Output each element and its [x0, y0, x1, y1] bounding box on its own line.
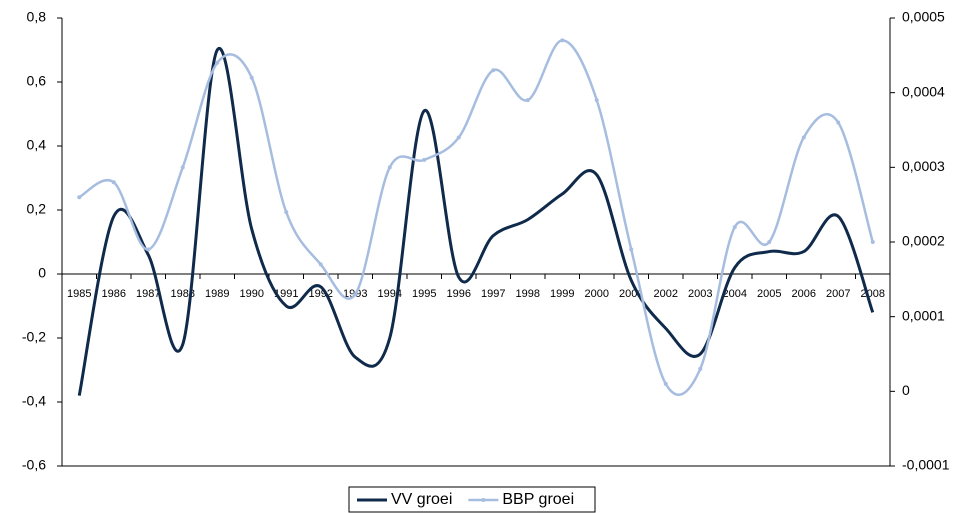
y-tick-label: 0,6 [27, 73, 47, 89]
x-tick-label: 1998 [516, 288, 540, 300]
x-tick-label: 2002 [654, 288, 678, 300]
x-tick-label: 2006 [792, 288, 816, 300]
x-tick-label: 2003 [688, 288, 712, 300]
point [525, 98, 530, 103]
series-line [77, 46, 875, 396]
x-tick-label: 2004 [723, 288, 747, 300]
point [732, 225, 737, 230]
y-tick-label: 0 [38, 265, 46, 281]
legend-label: BBP groei [502, 491, 574, 508]
point [870, 240, 875, 244]
x-tick-label: 1985 [67, 288, 91, 300]
y2-tick-label: 0 [902, 382, 910, 398]
point [180, 165, 185, 170]
x-tick-label: 1996 [447, 288, 471, 300]
point [111, 180, 116, 185]
point [318, 262, 323, 267]
x-tick-label: 1986 [102, 288, 126, 300]
y-tick-label: -0,2 [22, 329, 46, 345]
y2-tick-label: 0,0003 [902, 158, 945, 174]
y-tick-label: 0,2 [27, 201, 47, 217]
point [594, 98, 599, 103]
point [215, 60, 220, 65]
legend: VV groei BBP groei [348, 486, 596, 513]
x-tick-label: 1997 [481, 288, 505, 300]
y2-tick-label: 0,0002 [902, 233, 945, 249]
x-tick-label: 2000 [585, 288, 609, 300]
point [801, 135, 806, 140]
point [663, 381, 668, 386]
point [560, 38, 565, 43]
y-tick-label: -0,4 [22, 393, 46, 409]
point [836, 120, 841, 125]
x-tick-label: 2007 [826, 288, 850, 300]
x-tick-label: 1995 [412, 288, 436, 300]
point [491, 68, 496, 73]
point [456, 135, 461, 140]
x-tick-label: 2008 [861, 288, 885, 300]
x-tick-label: 1991 [274, 288, 298, 300]
x-tick-label: 1999 [550, 288, 574, 300]
point [249, 75, 254, 80]
x-tick-label: 1989 [205, 288, 229, 300]
legend-label: VV groei [391, 491, 452, 508]
point [698, 366, 703, 371]
x-tick-label: 1990 [240, 288, 264, 300]
y2-tick-label: 0,0001 [902, 307, 945, 323]
point [387, 165, 392, 170]
x-tick-label: 1987 [136, 288, 160, 300]
point [422, 157, 427, 162]
y-tick-label: 0,4 [27, 137, 47, 153]
point [767, 240, 772, 244]
y-tick-label: -0,6 [22, 457, 46, 473]
y2-tick-label: -0,0001 [902, 457, 950, 473]
x-tick-label: 2005 [757, 288, 781, 300]
y2-tick-label: 0,0004 [902, 83, 945, 99]
point [146, 247, 151, 252]
y2-tick-label: 0,0005 [902, 9, 945, 25]
point [284, 210, 289, 215]
legend-marker [481, 498, 486, 502]
y-tick-label: 0,8 [27, 9, 47, 25]
point [629, 247, 634, 252]
point [353, 292, 358, 297]
point [77, 195, 82, 200]
